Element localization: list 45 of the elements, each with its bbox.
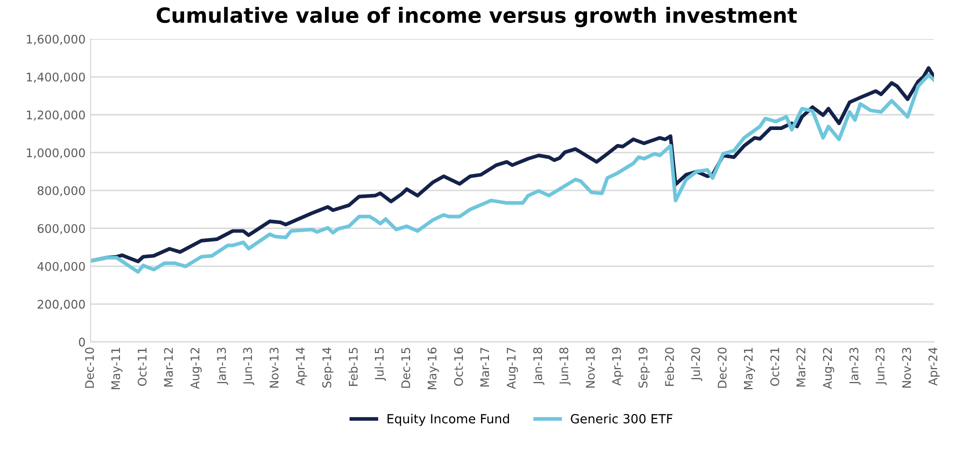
x-tick-label: Jan-18 — [533, 348, 544, 385]
x-tick-label: Jun-23 — [876, 348, 887, 386]
y-tick-label: 600,000 — [38, 224, 85, 234]
x-tick-label: Apr-24 — [928, 347, 940, 386]
x-tick-label: Jun-13 — [243, 348, 254, 386]
x-tick-label: Aug-17 — [506, 348, 518, 390]
x-tick-label: Dec-15 — [401, 348, 410, 388]
x-tick-label: Sep-14 — [322, 347, 334, 388]
x-tick-label: May-16 — [428, 348, 439, 390]
x-tick-label: Aug-22 — [822, 348, 834, 390]
y-tick-label: 400,000 — [37, 262, 85, 272]
x-tick-label: Mar-17 — [480, 348, 490, 386]
chart-title: Cumulative value of income versus growth investment — [156, 6, 797, 28]
x-tick-label: May-21 — [744, 348, 756, 390]
x-tick-label: Jul-20 — [690, 348, 702, 381]
x-tick-label: Nov-23 — [902, 348, 912, 388]
x-tick-label: Jul-15 — [374, 348, 386, 381]
x-tick-label: Feb-15 — [348, 348, 358, 386]
x-tick-label: Nov-18 — [586, 348, 595, 388]
x-tick-label: Oct-11 — [138, 348, 147, 386]
y-tick-label: 1,400,000 — [26, 72, 85, 83]
x-tick-label: Apr-14 — [296, 347, 308, 386]
y-tick-label: 0 — [78, 338, 85, 347]
y-tick-label: 1,200,000 — [26, 110, 85, 121]
y-tick-label: 200,000 — [38, 300, 85, 310]
x-tick-label: Mar-12 — [164, 348, 173, 386]
legend-label: Equity Income Fund — [388, 414, 509, 426]
x-tick-label: Mar-22 — [796, 348, 806, 386]
x-tick-label: Jun-18 — [559, 348, 571, 386]
x-tick-label: Jan-13 — [216, 348, 228, 385]
x-tick-label: Nov-13 — [270, 348, 279, 388]
x-tick-label: May-11 — [111, 348, 122, 390]
x-tick-label: Apr-19 — [612, 348, 624, 386]
x-tick-label: Aug-12 — [190, 348, 202, 390]
y-tick-label: 1,600,000 — [26, 34, 85, 45]
y-tick-label: 1,000,000 — [26, 148, 85, 158]
x-tick-label: Dec-20 — [718, 348, 727, 388]
x-tick-label: Oct-16 — [454, 348, 464, 386]
x-tick-label: Dec-10 — [85, 348, 94, 388]
x-tick-label: Jan-23 — [849, 348, 861, 385]
y-tick-label: 800,000 — [38, 186, 85, 196]
x-tick-label: Feb-20 — [664, 348, 674, 386]
x-tick-label: Oct-21 — [770, 348, 780, 386]
legend-label: Generic 300 ETF — [570, 414, 672, 424]
x-tick-label: Sep-19 — [638, 348, 650, 388]
